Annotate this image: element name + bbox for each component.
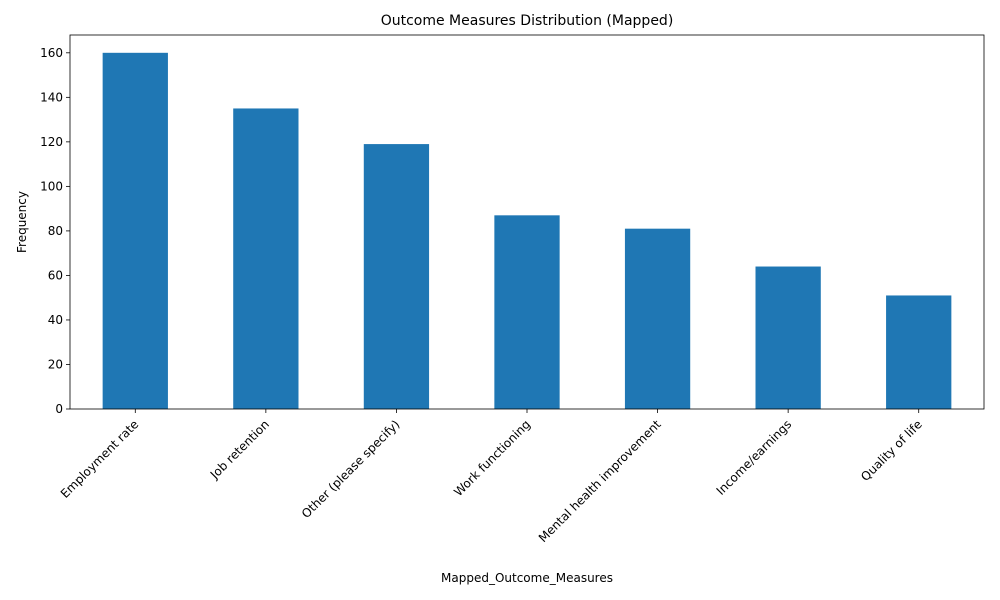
bars-group <box>102 52 952 410</box>
y-tick-label: 160 <box>40 46 63 60</box>
x-tick-label: Income/earnings <box>714 417 795 498</box>
y-tick-label: 120 <box>40 135 63 149</box>
y-tick-label: 80 <box>48 224 63 238</box>
x-tick-label: Mental health improvement <box>536 417 664 545</box>
x-axis-label: Mapped_Outcome_Measures <box>441 571 613 585</box>
x-tick-label: Other (please specify) <box>299 417 403 521</box>
x-axis: Employment rate Job retention Other (pleas… <box>58 409 925 545</box>
bar <box>363 144 430 410</box>
bar <box>755 266 821 409</box>
y-tick-label: 60 <box>48 268 63 282</box>
x-tick-label: Work functioning <box>451 417 533 499</box>
y-axis: 0 20 40 60 80 100 120 140 160 <box>40 46 70 416</box>
x-tick-label: Employment rate <box>58 417 142 501</box>
bar <box>886 295 952 409</box>
y-tick-label: 100 <box>40 179 63 193</box>
y-tick-label: 140 <box>40 90 63 104</box>
chart-title: Outcome Measures Distribution (Mapped) <box>381 13 674 29</box>
y-axis-label: Frequency <box>15 191 29 253</box>
bar <box>233 108 299 409</box>
y-tick-label: 20 <box>48 357 63 371</box>
x-tick-label: Job retention <box>207 417 272 482</box>
bar <box>102 52 168 410</box>
plot-frame <box>69 34 985 410</box>
y-tick-label: 0 <box>55 402 63 416</box>
y-tick-label: 40 <box>48 313 63 327</box>
bar <box>624 228 691 409</box>
bar <box>494 215 560 409</box>
x-tick-label: Quality of life <box>858 417 925 484</box>
